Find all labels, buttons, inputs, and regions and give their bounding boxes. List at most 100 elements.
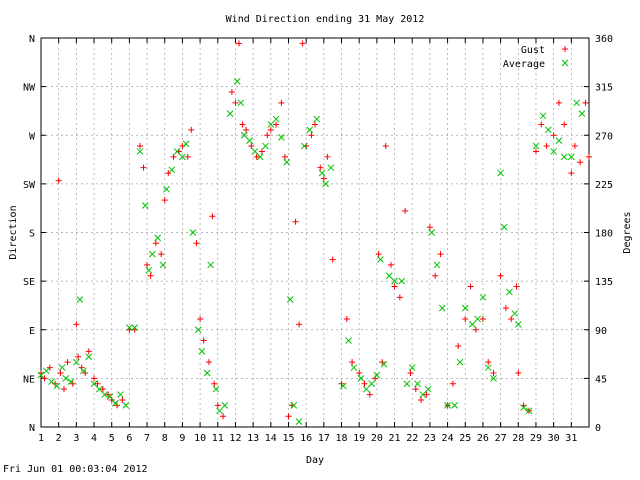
gust-point xyxy=(375,251,382,258)
average-point xyxy=(313,115,321,123)
average-point xyxy=(159,261,167,269)
average-point xyxy=(117,391,124,398)
gust-point xyxy=(136,143,143,150)
gust-point xyxy=(75,353,82,360)
gust-point xyxy=(220,413,227,420)
gust-point xyxy=(235,40,242,47)
gust-point xyxy=(184,153,191,160)
gust-point xyxy=(391,283,398,290)
average-point xyxy=(240,131,248,139)
gust-point xyxy=(144,261,151,268)
series-average xyxy=(37,77,586,425)
gust-point xyxy=(64,359,71,366)
x-tick-label: 23 xyxy=(424,433,436,444)
average-point xyxy=(468,320,476,328)
average-point xyxy=(318,169,326,177)
x-tick-label: 13 xyxy=(247,433,259,444)
y-tick-label-left: W xyxy=(29,131,36,142)
average-point xyxy=(85,353,93,361)
average-point xyxy=(373,371,381,379)
gust-point xyxy=(455,342,462,349)
average-point xyxy=(283,158,291,166)
gust-point xyxy=(179,143,186,150)
gust-point xyxy=(232,99,239,106)
x-tick-label: 11 xyxy=(212,433,224,444)
average-point xyxy=(391,277,398,285)
gust-point xyxy=(158,251,165,258)
gust-point xyxy=(426,224,433,231)
x-tick-label: 1 xyxy=(38,433,44,444)
gust-point xyxy=(170,153,177,160)
average-point xyxy=(212,385,220,393)
average-point xyxy=(194,326,202,334)
legend-label-average: Average xyxy=(503,59,545,70)
x-tick-label: 19 xyxy=(353,433,365,444)
gust-point xyxy=(248,143,255,150)
average-point xyxy=(484,364,492,371)
gust-point xyxy=(329,256,336,263)
x-tick-label: 25 xyxy=(459,433,471,444)
average-point xyxy=(414,380,421,388)
average-point xyxy=(168,166,176,174)
gust-point xyxy=(239,121,246,128)
gust-point xyxy=(388,261,395,268)
gust-point xyxy=(407,369,414,376)
gust-point xyxy=(467,283,474,290)
gust-point xyxy=(140,164,147,171)
gust-point xyxy=(228,89,235,96)
gust-point xyxy=(273,121,280,128)
average-point xyxy=(90,380,98,388)
x-tick-label: 9 xyxy=(179,433,185,444)
gust-point xyxy=(243,126,250,133)
gust-point xyxy=(485,359,492,366)
x-tick-label: 15 xyxy=(282,433,294,444)
timestamp-footer: Fri Jun 01 00:03:04 2012 xyxy=(3,464,148,475)
average-point xyxy=(345,337,352,344)
legend-marker-average xyxy=(561,59,569,67)
gust-point xyxy=(497,272,504,279)
average-point xyxy=(237,99,245,107)
average-point xyxy=(262,142,269,150)
y-tick-label-left: N xyxy=(29,423,35,434)
average-point xyxy=(550,148,557,155)
average-point xyxy=(451,402,459,409)
y2-axis-label: Degrees xyxy=(622,211,633,253)
gust-point xyxy=(317,164,324,171)
average-point xyxy=(278,134,285,141)
average-point xyxy=(567,153,575,161)
gust-point xyxy=(253,153,260,160)
average-point xyxy=(141,202,149,209)
gust-point xyxy=(312,121,318,128)
average-point xyxy=(500,223,508,231)
gust-point xyxy=(324,153,331,160)
gust-point xyxy=(308,132,315,139)
average-point xyxy=(73,358,80,366)
x-tick-label: 22 xyxy=(406,433,418,444)
x-tick-label: 10 xyxy=(194,433,206,444)
gust-point xyxy=(60,386,67,393)
x-tick-label: 29 xyxy=(530,433,542,444)
average-point xyxy=(111,399,119,407)
average-point xyxy=(350,364,358,371)
average-point xyxy=(444,402,451,409)
gust-point xyxy=(418,396,425,403)
average-point xyxy=(578,110,586,117)
average-point xyxy=(179,153,186,161)
gust-point xyxy=(513,283,520,290)
x-tick-label: 17 xyxy=(318,433,330,444)
average-point xyxy=(385,272,393,280)
x-tick-label: 16 xyxy=(300,433,312,444)
x-tick-label: 30 xyxy=(548,433,560,444)
gust-point xyxy=(267,126,274,133)
average-point xyxy=(48,378,55,385)
average-point xyxy=(433,261,441,269)
average-point xyxy=(126,324,133,331)
y-tick-label-left: E xyxy=(29,326,35,337)
average-point xyxy=(490,375,497,382)
y-tick-label-right: 225 xyxy=(595,180,613,191)
gust-point xyxy=(462,315,469,322)
gust-point xyxy=(343,315,350,322)
x-tick-label: 20 xyxy=(371,433,383,444)
gust-point xyxy=(449,380,456,387)
x-tick-label: 24 xyxy=(442,433,454,444)
